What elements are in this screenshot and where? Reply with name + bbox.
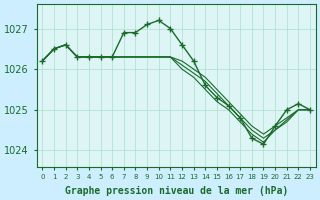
X-axis label: Graphe pression niveau de la mer (hPa): Graphe pression niveau de la mer (hPa) [65, 186, 288, 196]
